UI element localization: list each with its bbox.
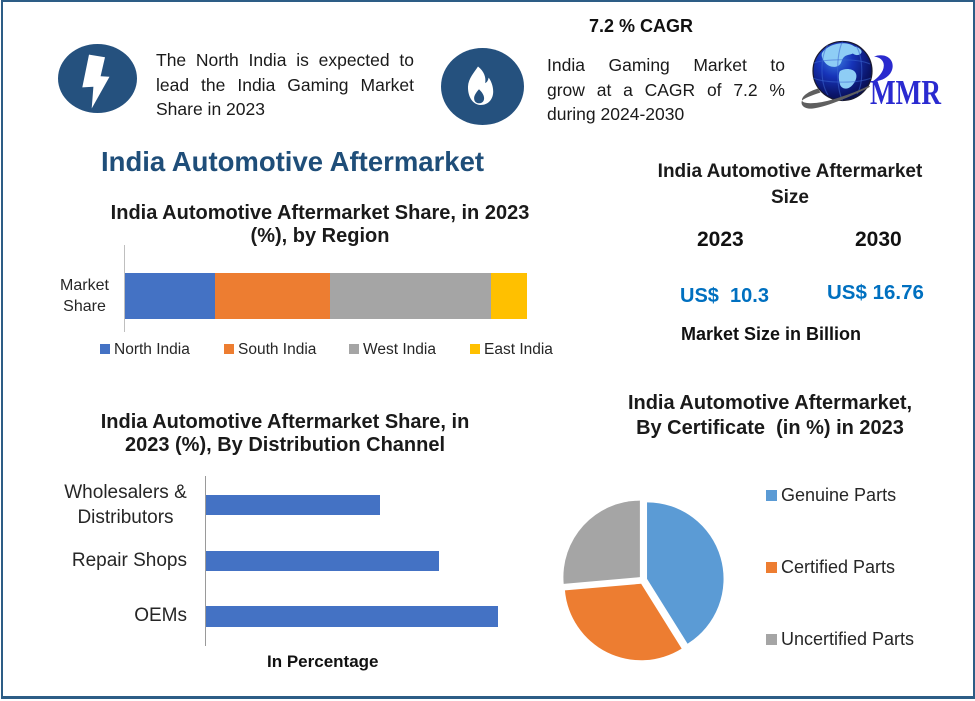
- svg-text:MMR: MMR: [870, 73, 942, 112]
